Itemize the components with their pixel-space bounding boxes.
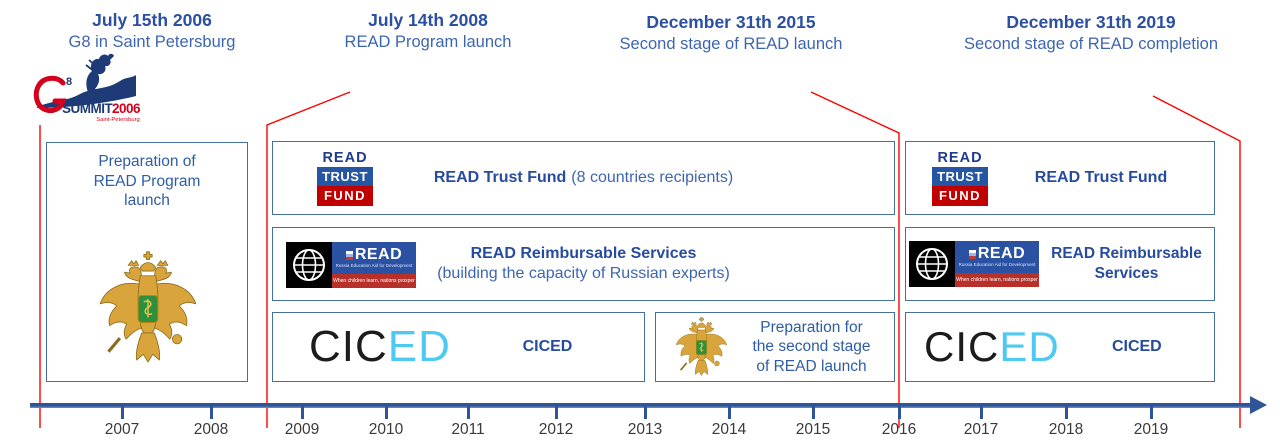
timeline-year-label: 2017 bbox=[963, 421, 999, 438]
timeline-tick bbox=[301, 406, 304, 419]
box-note: (8 countries recipients) bbox=[571, 169, 734, 186]
timeline-year-label: 2014 bbox=[711, 421, 747, 438]
box-title: READ Trust Fund bbox=[1034, 169, 1168, 186]
g8-eight-label: 8 bbox=[66, 76, 72, 88]
timeline-year-label: 2009 bbox=[284, 421, 320, 438]
milestone-caption: Second stage of READ completion bbox=[963, 35, 1219, 53]
timeline-year-label: 2012 bbox=[538, 421, 574, 438]
box-read-reimbursable-2: READ Russia Education Aid for Developmen… bbox=[905, 227, 1215, 301]
ciced-logo: CICED bbox=[924, 323, 1060, 370]
timeline-axis bbox=[30, 403, 1254, 408]
box-read-trust-fund-2: READ TRUST FUND READ Trust Fund bbox=[905, 141, 1215, 215]
read-program-logo: READ Russia Education Aid for Developmen… bbox=[955, 241, 1039, 287]
box-preparation-read-launch: Preparation of READ Program launch bbox=[46, 142, 248, 382]
ciced-logo: CICED bbox=[309, 322, 451, 371]
timeline-tick bbox=[1065, 406, 1068, 419]
box-note: (building the capacity of Russian expert… bbox=[437, 265, 730, 282]
g8-summit-label: SUMMIT bbox=[62, 101, 113, 116]
timeline-year-label: 2019 bbox=[1133, 421, 1169, 438]
russia-coat-of-arms-icon bbox=[675, 316, 728, 377]
box-read-reimbursable-main: READ Russia Education Aid for Developmen… bbox=[272, 227, 895, 301]
timeline-tick bbox=[812, 406, 815, 419]
russia-flag-icon bbox=[968, 249, 976, 259]
milestone-2015: December 31th 2015 Second stage of READ … bbox=[596, 12, 866, 54]
timeline-tick bbox=[898, 406, 901, 419]
bronze-horseman-rock-icon bbox=[36, 75, 136, 108]
box-title: READ Reimbursable Services bbox=[470, 245, 697, 262]
timeline-tick bbox=[385, 406, 388, 419]
milestone-date: July 14th 2008 bbox=[368, 10, 488, 30]
timeline-year-label: 2008 bbox=[193, 421, 229, 438]
read-logo-motto: When children learn, nations prosper bbox=[955, 273, 1039, 287]
timeline-year-label: 2011 bbox=[451, 421, 485, 438]
box-ciced-main: CICED CICED bbox=[272, 312, 645, 382]
g8-g-swoosh-icon bbox=[33, 75, 67, 114]
timeline-year-label: 2010 bbox=[368, 421, 404, 438]
preparation-text: Preparation for the second stage of READ… bbox=[752, 318, 871, 375]
g8-summit-2006-logo: 8 SUMMIT 2006 Saint-Petersburg bbox=[28, 50, 142, 134]
box-title: READ Reimbursable Services bbox=[1051, 245, 1202, 282]
timeline-year-label: 2007 bbox=[104, 421, 140, 438]
milestone-2019: December 31th 2019 Second stage of READ … bbox=[946, 12, 1236, 54]
read-logo-tagline: Russia Education Aid for Development bbox=[958, 262, 1036, 267]
timeline-arrowhead-icon bbox=[1250, 396, 1267, 414]
read-logo-motto: When children learn, nations prosper bbox=[332, 274, 416, 288]
milestone-caption: Second stage of READ launch bbox=[619, 35, 843, 53]
box-title: CICED bbox=[1111, 338, 1162, 355]
box-title: READ Trust Fund bbox=[433, 169, 567, 186]
box-title-row: READ Trust Fund (8 countries recipients) bbox=[273, 142, 894, 214]
preparation-text: Preparation of READ Program launch bbox=[93, 153, 201, 209]
read-logo-tagline: Russia Education Aid for Development bbox=[335, 263, 413, 268]
box-read-trust-fund-main: READ TRUST FUND READ Trust Fund (8 count… bbox=[272, 141, 895, 215]
box-preparation-second-stage: Preparation for the second stage of READ… bbox=[655, 312, 895, 382]
milestone-2008: July 14th 2008 READ Program launch bbox=[316, 10, 540, 52]
g8-year-label: 2006 bbox=[112, 101, 140, 116]
timeline-tick bbox=[467, 406, 470, 419]
box-title-rows: READ Reimbursable Services (building the… bbox=[273, 228, 894, 300]
world-bank-globe-icon bbox=[909, 241, 955, 287]
milestone-date: July 15th 2006 bbox=[92, 10, 212, 30]
timeline-year-label: 2013 bbox=[627, 421, 663, 438]
timeline-year-label: 2015 bbox=[795, 421, 831, 438]
russia-coat-of-arms-icon bbox=[98, 250, 198, 364]
box-title: CICED bbox=[522, 338, 573, 355]
timeline-year-label: 2016 bbox=[881, 421, 917, 438]
timeline-tick bbox=[121, 406, 124, 419]
timeline-tick bbox=[728, 406, 731, 419]
read-logo-word: READ bbox=[354, 246, 403, 263]
read-logo-word: READ bbox=[977, 245, 1026, 262]
timeline-tick bbox=[644, 406, 647, 419]
timeline-tick bbox=[980, 406, 983, 419]
milestone-2006: July 15th 2006 G8 in Saint Petersburg bbox=[40, 10, 264, 52]
milestone-date: December 31th 2019 bbox=[1006, 12, 1176, 32]
timeline-tick bbox=[555, 406, 558, 419]
world-bank-read-logo: READ Russia Education Aid for Developmen… bbox=[909, 241, 1039, 287]
box-ciced-2: CICED CICED bbox=[905, 312, 1215, 382]
milestone-date: December 31th 2015 bbox=[646, 12, 816, 32]
read-trust-fund-logo: READ TRUST FUND bbox=[932, 150, 988, 206]
milestone-caption: READ Program launch bbox=[344, 33, 512, 51]
g8-city-label: Saint-Petersburg bbox=[96, 117, 140, 123]
timeline-tick bbox=[210, 406, 213, 419]
timeline-tick bbox=[1150, 406, 1153, 419]
milestone-caption: G8 in Saint Petersburg bbox=[68, 33, 236, 51]
timeline-year-label: 2018 bbox=[1048, 421, 1084, 438]
